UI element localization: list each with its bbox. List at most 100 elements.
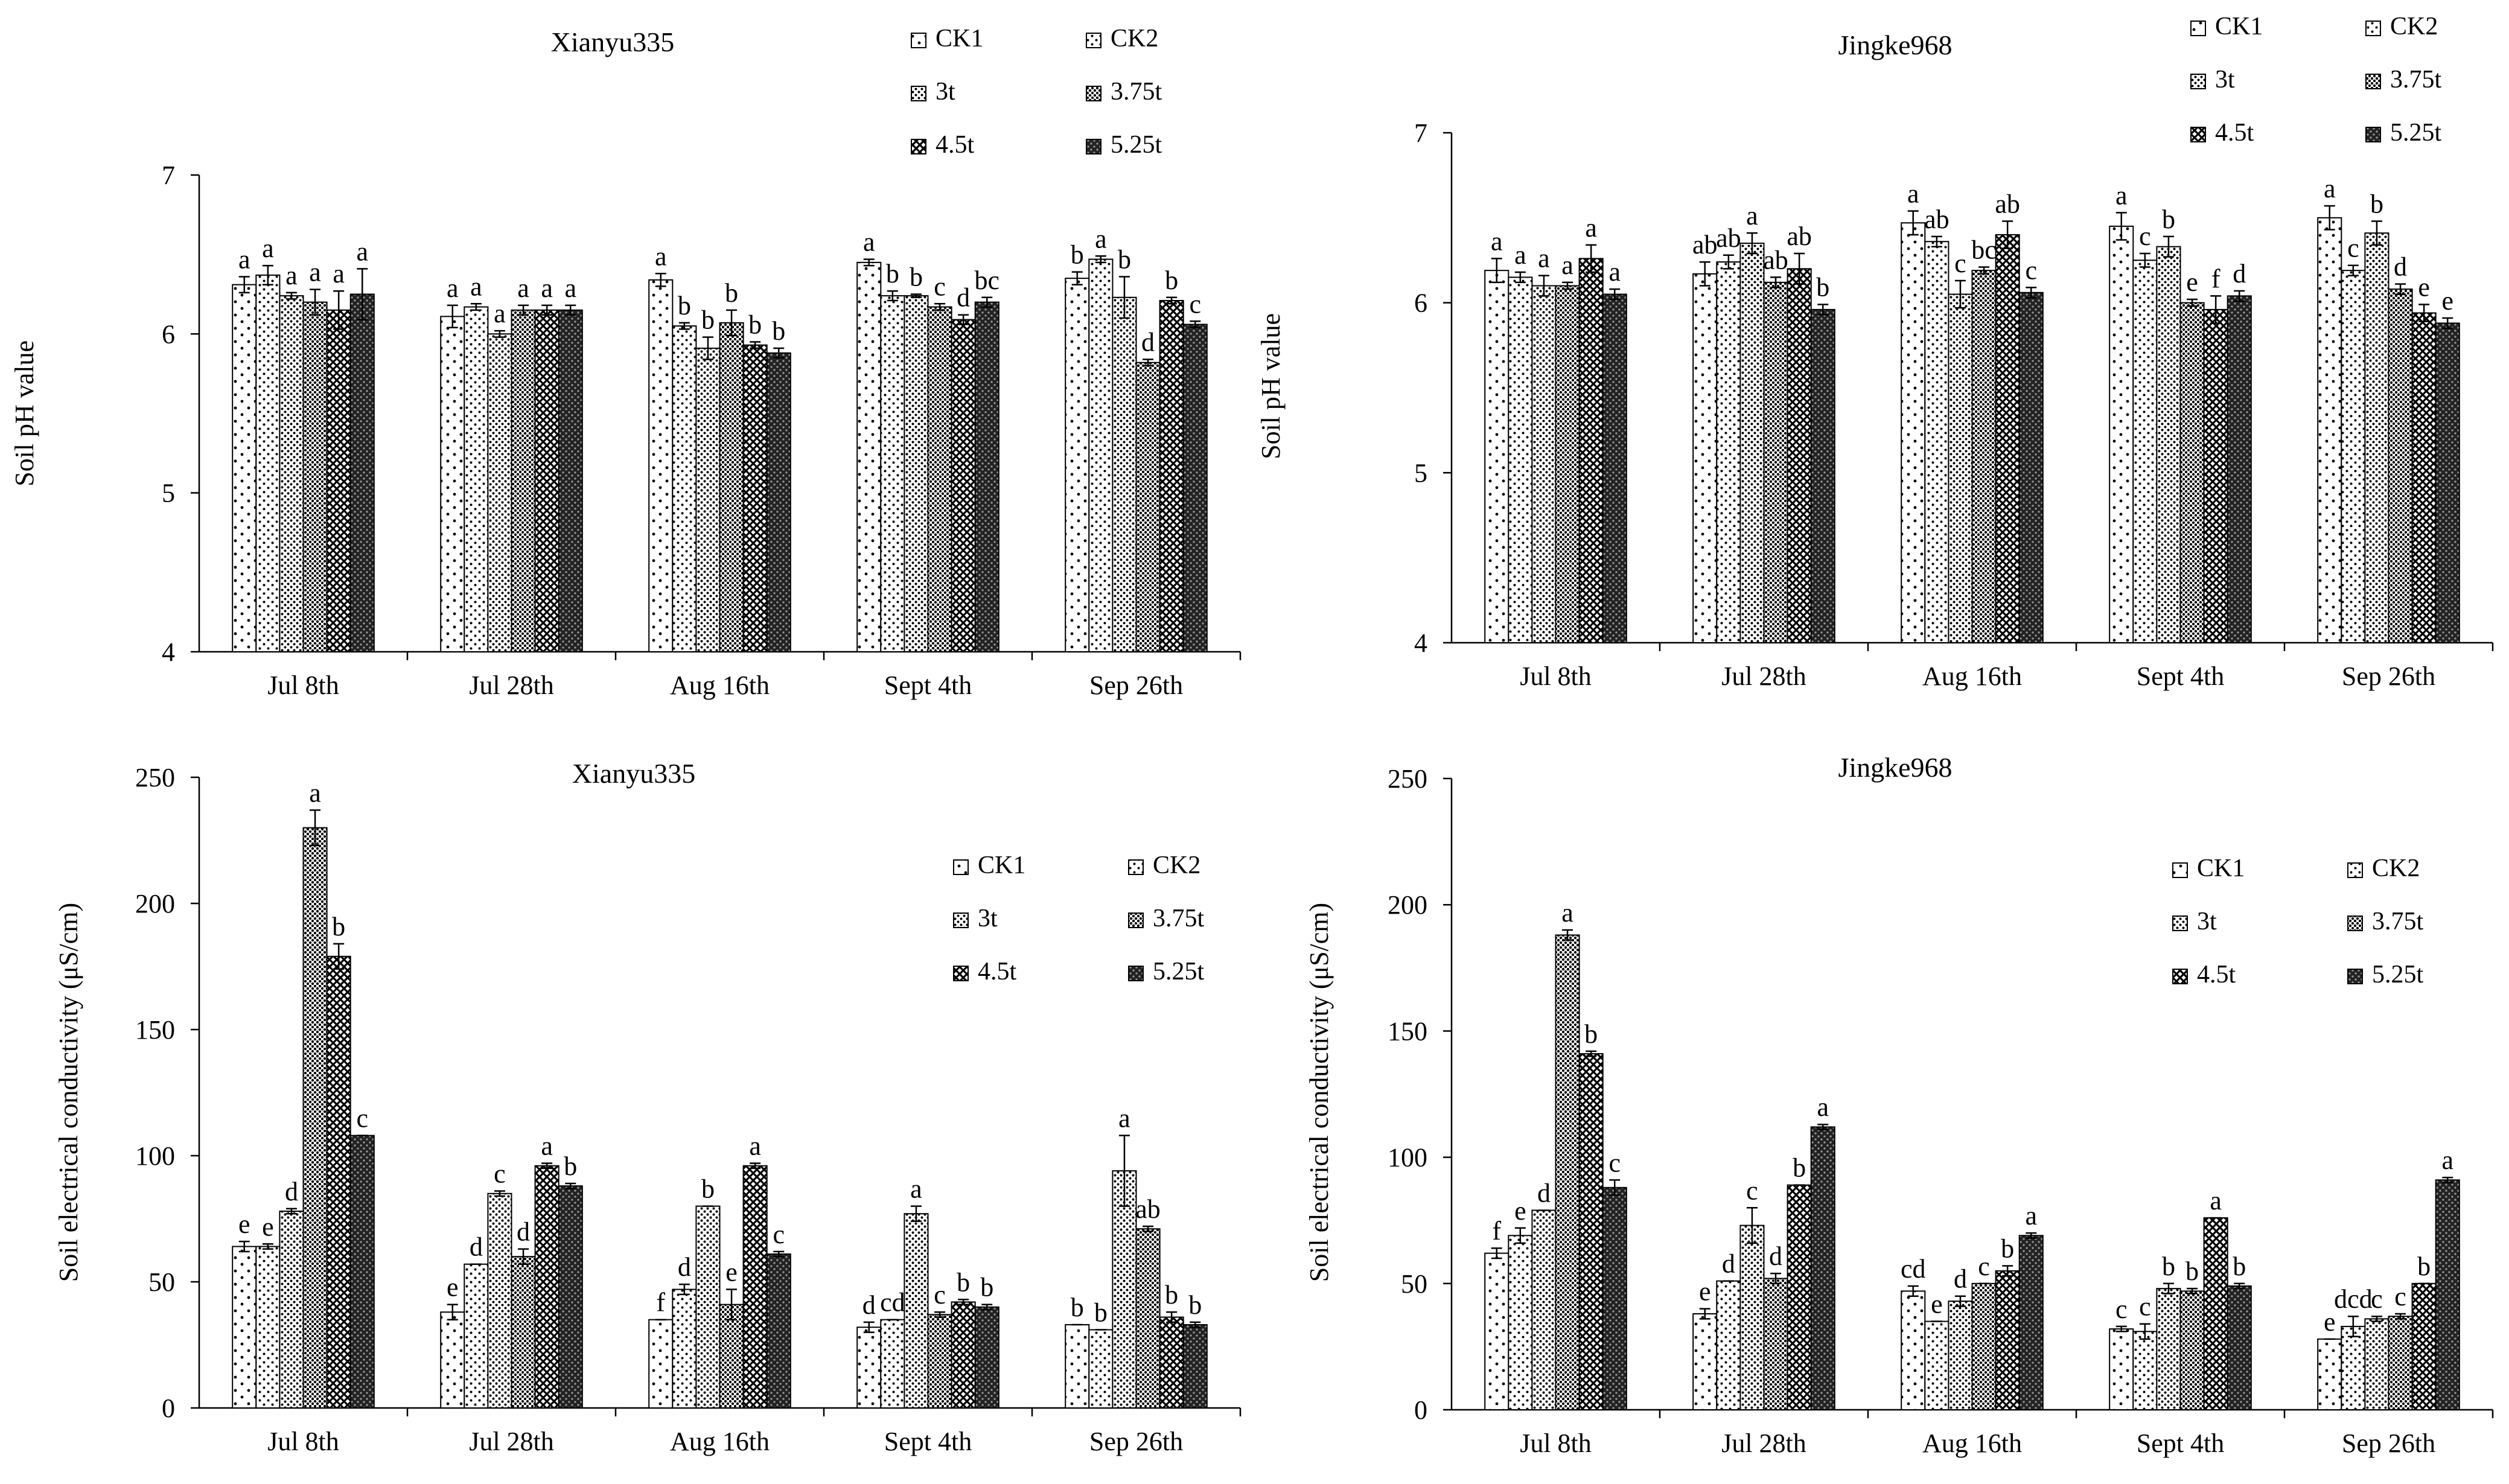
bar-CK1-Sep 26th xyxy=(1065,1324,1090,1409)
bar-3.75t-Jul 8th xyxy=(1555,934,1580,1410)
significance-letter: a xyxy=(1491,226,1503,256)
x-tick-label: Sep 26th xyxy=(2342,661,2435,691)
x-tick-label: Jul 28th xyxy=(469,670,554,700)
significance-letter: d xyxy=(957,283,970,313)
bar-CK1-Jul 8th xyxy=(232,1246,257,1409)
legend-label-4.5t: 4.5t xyxy=(2215,119,2254,147)
significance-letter: a xyxy=(2115,180,2128,210)
error-bar xyxy=(262,264,273,285)
y-axis-label: Soil pH value xyxy=(1256,313,1286,459)
bar-CK2-Sept 4th xyxy=(880,295,905,652)
error-bar xyxy=(910,293,922,299)
legend-label-5.25t: 5.25t xyxy=(2390,119,2442,147)
error-bar xyxy=(1817,304,1829,316)
error-bar xyxy=(726,309,738,337)
legend-label-CK1: CK1 xyxy=(936,25,983,53)
legend-label-5.25t: 5.25t xyxy=(2372,961,2424,989)
bar-CK2-Sept 4th xyxy=(2132,1331,2158,1410)
y-tick-label: 6 xyxy=(162,319,175,349)
significance-letter: a xyxy=(655,241,667,271)
error-bar xyxy=(1609,288,1621,301)
significance-letter: b xyxy=(1188,1290,1202,1320)
bar-4.5t-Aug 16th xyxy=(742,344,768,652)
legend: CK1 CK2 3t 3.75t 4.5t 5.25t xyxy=(953,852,1205,986)
bar-CK2-Jul 28th xyxy=(1716,261,1741,644)
significance-letter: a xyxy=(1095,224,1107,253)
bar-3t-Jul 8th xyxy=(1531,285,1557,643)
error-bar xyxy=(1166,296,1178,305)
bar-4.5t-Sep 26th xyxy=(2411,312,2437,643)
significance-letter: a xyxy=(2025,1201,2037,1231)
x-tick-label: Sep 26th xyxy=(1089,1427,1183,1456)
significance-letter: a xyxy=(470,272,482,301)
significance-letter: c xyxy=(1608,1148,1621,1177)
bar-5.25t-Aug 16th xyxy=(2018,291,2044,643)
legend-label-CK2: CK2 xyxy=(2372,855,2420,882)
bar-CK1-Sep 26th xyxy=(2317,217,2342,644)
error-bar xyxy=(1723,254,1734,270)
significance-letter: c xyxy=(2025,255,2037,285)
bar-3t-Jul 28th xyxy=(487,1193,512,1409)
significance-letter: a xyxy=(863,228,875,257)
error-bar xyxy=(2002,1265,2013,1277)
significance-letter: b xyxy=(725,278,738,308)
bar-3t-Sept 4th xyxy=(904,295,929,652)
bar-CK2-Sept 4th xyxy=(2132,260,2158,643)
error-bar xyxy=(494,1190,505,1197)
x-tick-label: Jul 8th xyxy=(267,1427,339,1456)
error-bar xyxy=(518,1248,529,1265)
significance-letter: b xyxy=(2185,1256,2199,1286)
legend-label-3.75t: 3.75t xyxy=(1111,78,1162,106)
legend-label-3t: 3t xyxy=(936,78,955,106)
legend-label-3.75t: 3.75t xyxy=(2372,908,2424,935)
legend-swatch-5.25t xyxy=(2365,127,2381,142)
significance-letter: e xyxy=(1699,1277,1711,1307)
y-tick-label: 100 xyxy=(135,1141,175,1171)
significance-letter: b xyxy=(748,310,762,340)
legend-label-CK1: CK1 xyxy=(978,852,1025,879)
bar-CK1-Aug 16th xyxy=(1901,1290,1926,1411)
bar-5.25t-Sep 26th xyxy=(1182,1324,1208,1409)
bar-4.5t-Aug 16th xyxy=(742,1165,768,1409)
y-axis-label: Soil electrical conductivity (μS/cm) xyxy=(1304,903,1334,1282)
legend-swatch-3t xyxy=(911,86,926,101)
error-bar xyxy=(285,291,297,300)
error-bar xyxy=(773,1250,785,1258)
bar-CK2-Jul 8th xyxy=(255,1246,281,1409)
significance-letter: c xyxy=(2115,1295,2128,1324)
chart-title: Xianyu335 xyxy=(551,27,674,57)
error-bar xyxy=(2371,220,2382,246)
bar-3.75t-Sep 26th xyxy=(1135,1228,1161,1409)
bar-3.75t-Aug 16th xyxy=(1971,1282,1997,1411)
error-bar xyxy=(2187,1287,2198,1295)
error-bar xyxy=(470,303,482,311)
error-bar xyxy=(2210,295,2222,324)
significance-letter: ab xyxy=(1692,230,1718,260)
bar-CK2-Aug 16th xyxy=(672,325,697,652)
x-tick-label: Aug 16th xyxy=(670,1427,770,1456)
bar-CK2-Sep 26th xyxy=(2341,1325,2366,1410)
significance-letter: e xyxy=(725,1258,738,1287)
bar-CK1-Jul 28th xyxy=(1692,273,1718,643)
y-tick-label: 150 xyxy=(1388,1016,1427,1046)
significance-letter: c xyxy=(1954,249,1966,278)
legend: CK1 CK2 3t 3.75t 4.5t 5.25t xyxy=(911,25,1162,159)
legend-swatch-CK2 xyxy=(2347,862,2363,878)
bar-4.5t-Jul 28th xyxy=(1787,1184,1812,1411)
significance-letter: b xyxy=(1165,1280,1178,1310)
chart-title: Jingke968 xyxy=(1838,30,1952,60)
significance-letter: cd xyxy=(880,1288,905,1317)
significance-letter: a xyxy=(1746,201,1758,231)
x-tick-label: Jul 8th xyxy=(1520,661,1592,691)
bar-CK2-Sep 26th xyxy=(1088,1329,1114,1409)
error-bar xyxy=(2234,1282,2245,1290)
bar-3t-Sep 26th xyxy=(2364,1318,2389,1410)
x-tick-label: Sep 26th xyxy=(1089,670,1183,700)
error-bar xyxy=(863,1321,875,1333)
bar-5.25t-Aug 16th xyxy=(766,1253,791,1409)
legend-swatch-CK2 xyxy=(1128,859,1144,875)
bar-CK2-Jul 8th xyxy=(1508,1235,1533,1410)
significance-letter: c xyxy=(2347,234,2359,263)
bar-5.25t-Jul 28th xyxy=(558,309,583,652)
